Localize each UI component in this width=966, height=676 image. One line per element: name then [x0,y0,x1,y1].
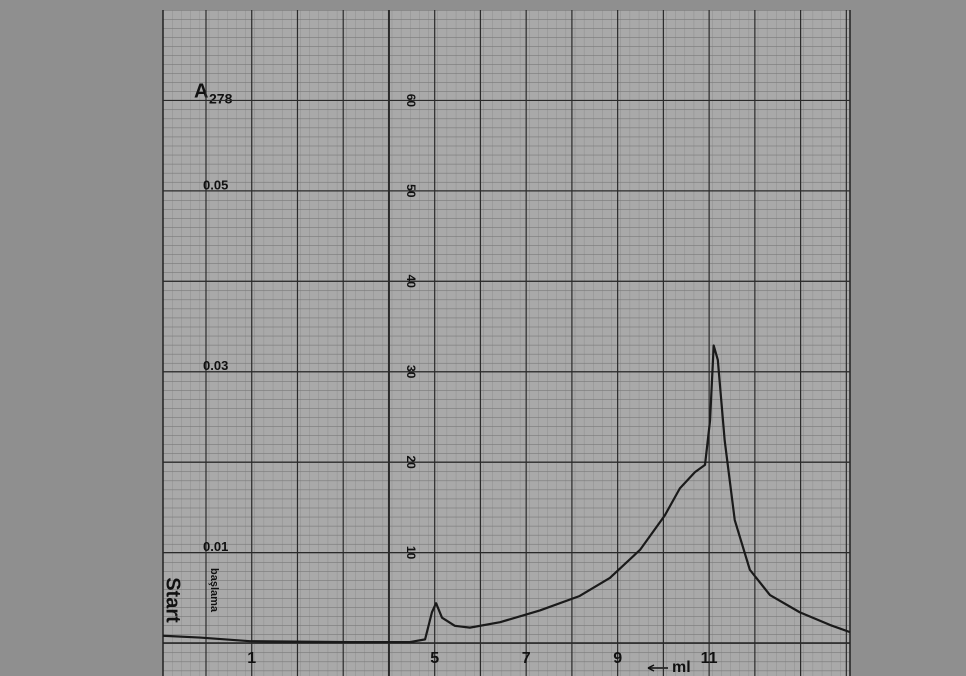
x-tick-label: 5 [430,650,439,667]
x-tick-label: 7 [522,650,531,667]
y-tick-label: 0.01 [203,539,228,554]
y-tick-label: 0.05 [203,177,228,192]
x-tick-label: 1 [247,650,256,667]
start-label-alt: başlama [208,568,220,613]
x-tick-label: 11 [701,650,718,667]
x-axis-label: ml [672,659,691,676]
y2-tick-label: 30 [404,365,418,379]
start-label: Start [162,577,184,623]
minor-grid [163,10,850,676]
data-line [162,344,851,644]
x-tick-label: 9 [613,650,622,667]
y-tick-label: 0.03 [203,358,228,373]
y-label-subscript: 278 [209,91,233,107]
y2-tick-label: 10 [404,546,418,560]
y2-tick-label: 50 [404,184,418,198]
x-arrow-head [647,664,655,672]
y2-tick-label: 60 [404,94,418,108]
y2-tick-label: 40 [404,275,418,289]
y-label-symbol: A [194,80,208,102]
y2-tick-label: 20 [404,455,418,469]
